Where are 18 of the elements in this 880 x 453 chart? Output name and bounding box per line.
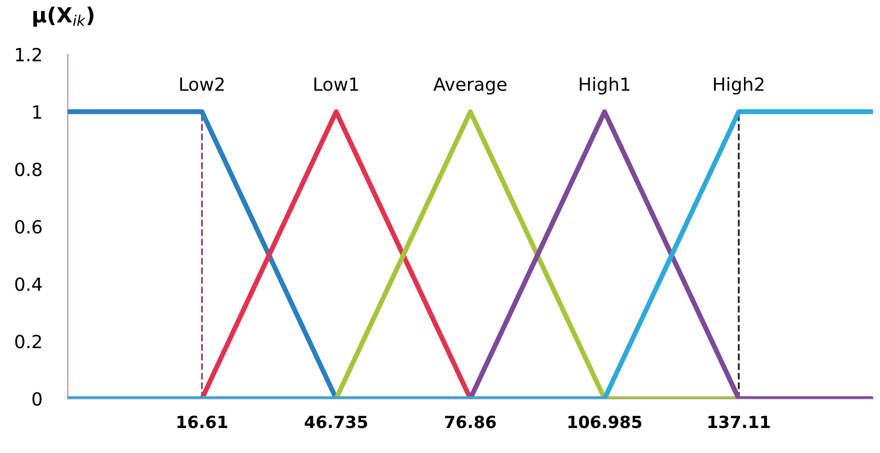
series-label: Low2	[180, 77, 224, 92]
x-tick-label: 16.61	[177, 416, 228, 428]
y-tick-label: 0.4	[15, 277, 42, 291]
x-tick-label: 106.985	[568, 416, 642, 428]
y-tick-label: 1	[33, 105, 42, 119]
y-tick-label: 0.2	[15, 334, 41, 348]
y-tick-label: 1.2	[16, 48, 41, 62]
series-label: Average	[433, 78, 506, 95]
y-axis-title: μ(X$_{ik}$)	[33, 6, 94, 27]
x-tick-label: 137.11	[708, 416, 770, 428]
y-tick-label: 0	[32, 392, 42, 406]
series-label: Low1	[314, 78, 358, 92]
series-label: High1	[580, 77, 630, 95]
y-tick-label: 0.6	[15, 220, 42, 234]
x-tick-label: 76.86	[445, 416, 496, 428]
y-tick-label: 0.8	[15, 162, 42, 176]
series-label: High2	[714, 77, 764, 95]
x-tick-label: 46.735	[304, 416, 368, 428]
